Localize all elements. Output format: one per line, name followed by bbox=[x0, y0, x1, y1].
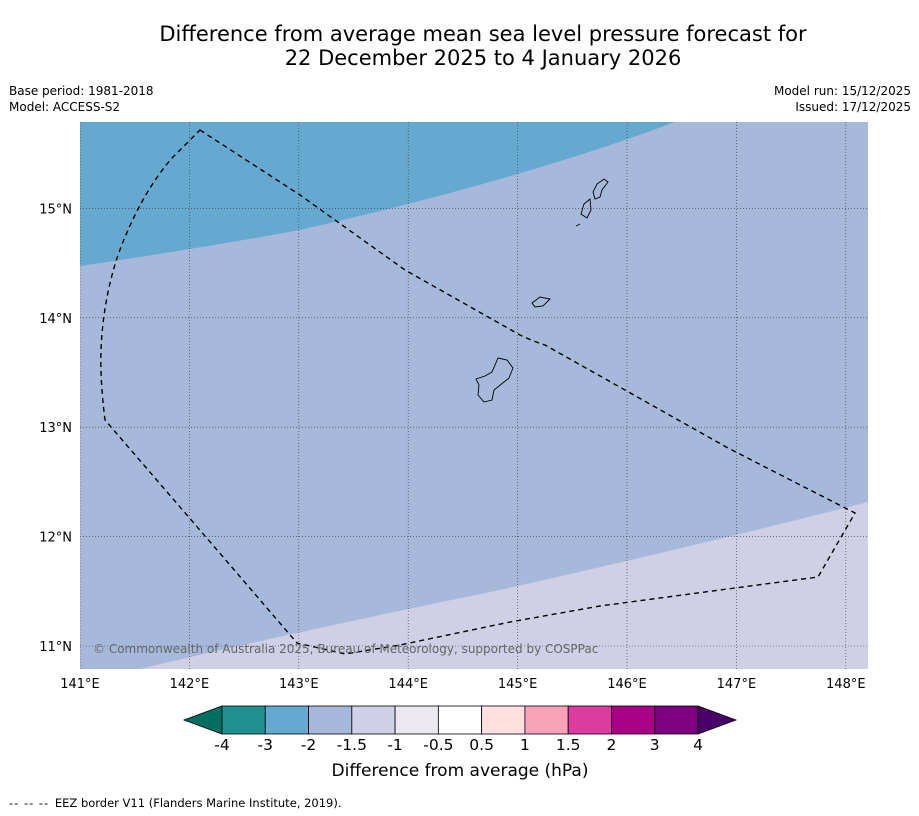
map-area: © Commonwealth of Australia 2025, Bureau… bbox=[80, 122, 868, 669]
islands bbox=[475, 178, 609, 403]
colorbar-tick-label: 1.5 bbox=[555, 736, 581, 754]
colorbar-swatch bbox=[524, 705, 569, 735]
model-name: Model: ACCESS-S2 bbox=[9, 100, 121, 114]
latitude-label: 15°N bbox=[39, 202, 72, 217]
colorbar-swatch bbox=[394, 705, 439, 735]
colorbar-swatch bbox=[351, 705, 396, 735]
latitude-labels: 11°N 12°N 13°N 14°N 15°N bbox=[39, 202, 72, 655]
colorbar-tick-label: -0.5 bbox=[423, 736, 454, 754]
longitude-label: 142°E bbox=[170, 677, 210, 692]
colorbar-tick-label: 2 bbox=[606, 736, 617, 754]
rota-island bbox=[531, 296, 551, 308]
longitude-labels: 141°E 142°E 143°E 144°E 145°E 146°E 147°E 148°E bbox=[60, 677, 865, 692]
colorbar-swatch bbox=[567, 705, 612, 735]
longitude-label: 148°E bbox=[826, 677, 866, 692]
chart-title: Difference from average mean sea level p… bbox=[0, 22, 919, 70]
colorbar-tick-label: 3 bbox=[649, 736, 660, 754]
eez-legend-symbol: -- -- -- bbox=[9, 796, 50, 810]
aguijan-island bbox=[575, 223, 581, 227]
meta-left: Base period: 1981-2018 Model: ACCESS-S2 bbox=[9, 83, 154, 115]
colorbar-tick-label: 4 bbox=[693, 736, 703, 754]
longitude-label: 147°E bbox=[717, 677, 757, 692]
colorbar-tick-label: -3 bbox=[257, 736, 273, 754]
graticule bbox=[80, 122, 868, 669]
colorbar-tick-label: 0.5 bbox=[469, 736, 494, 754]
colorbar bbox=[182, 705, 738, 735]
title-line-1: Difference from average mean sea level p… bbox=[159, 22, 807, 46]
colorbar-extend-high bbox=[697, 705, 738, 735]
colorbar-swatch bbox=[611, 705, 656, 735]
anomaly-band-minus-3-to-minus-2 bbox=[80, 122, 675, 266]
colorbar-tick-label: -2 bbox=[300, 736, 317, 754]
latitude-label: 12°N bbox=[39, 531, 72, 546]
title-line-2: 22 December 2025 to 4 January 2026 bbox=[284, 46, 682, 70]
colorbar-tick-label: 1 bbox=[519, 736, 530, 754]
colorbar-swatch bbox=[481, 705, 526, 735]
colorbar-title: Difference from average (hPa) bbox=[331, 761, 589, 781]
longitude-label: 146°E bbox=[607, 677, 647, 692]
model-run: Model run: 15/12/2025 bbox=[773, 84, 911, 98]
tinian-island bbox=[580, 198, 592, 219]
issued-date: Issued: 17/12/2025 bbox=[795, 100, 911, 114]
colorbar-swatch bbox=[308, 705, 353, 735]
colorbar-swatch bbox=[437, 705, 483, 735]
colorbar-swatch bbox=[264, 705, 309, 735]
longitude-label: 144°E bbox=[388, 677, 428, 692]
base-period: Base period: 1981-2018 bbox=[9, 84, 154, 98]
longitude-label: 145°E bbox=[498, 677, 538, 692]
guam-island bbox=[475, 357, 514, 403]
copyright-notice: © Commonwealth of Australia 2025, Bureau… bbox=[93, 642, 598, 656]
latitude-label: 11°N bbox=[39, 640, 72, 655]
colorbar-tick-label: -1.5 bbox=[336, 736, 367, 754]
colorbar-tick-label: -4 bbox=[214, 736, 230, 754]
colorbar-swatch bbox=[654, 705, 699, 735]
saipan-island bbox=[592, 178, 609, 200]
latitude-label: 13°N bbox=[39, 421, 72, 436]
longitude-label: 141°E bbox=[60, 677, 100, 692]
colorbar-extend-low bbox=[182, 705, 223, 735]
eez-legend-text: EEZ border V11 (Flanders Marine Institut… bbox=[54, 796, 342, 810]
colorbar-tick-label: -1 bbox=[387, 736, 403, 754]
legend-footer: -- -- -- EEZ border V11 (Flanders Marine… bbox=[9, 796, 342, 810]
eez-border bbox=[100, 129, 856, 655]
latitude-label: 14°N bbox=[39, 312, 72, 327]
longitude-label: 143°E bbox=[279, 677, 319, 692]
meta-right: Model run: 15/12/2025 Issued: 17/12/2025 bbox=[774, 83, 911, 115]
anomaly-band-minus-1.5-to-minus-1 bbox=[140, 502, 868, 669]
colorbar-swatch bbox=[221, 705, 266, 735]
